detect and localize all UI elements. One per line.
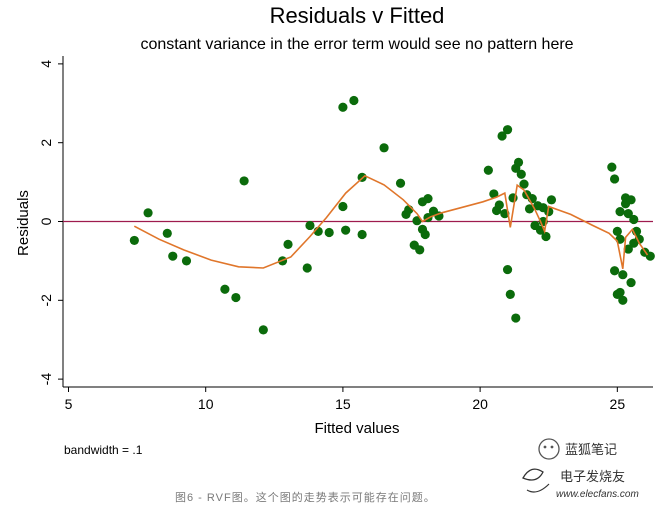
- data-point: [423, 194, 433, 204]
- x-tick-label: 25: [610, 396, 626, 412]
- data-point: [239, 176, 249, 186]
- y-axis-label: Residuals: [15, 190, 32, 256]
- data-point: [415, 245, 425, 255]
- data-point: [143, 208, 153, 218]
- data-point: [524, 204, 535, 214]
- data-point: [220, 284, 230, 294]
- data-point: [618, 270, 628, 280]
- data-point: [618, 295, 628, 305]
- axes: [58, 56, 653, 392]
- data-point: [349, 95, 359, 106]
- chart-subtitle: constant variance in the error term woul…: [140, 36, 573, 53]
- data-point: [483, 165, 493, 175]
- elecfans-logo-icon: [522, 468, 550, 493]
- watermark-url: www.elecfans.com: [556, 489, 639, 500]
- data-point: [283, 239, 293, 249]
- scatter-points: [129, 95, 655, 335]
- data-point: [541, 231, 551, 242]
- data-point: [629, 238, 639, 248]
- data-point: [338, 201, 348, 212]
- lowess-smooth-line: [133, 174, 649, 269]
- data-point: [645, 251, 655, 261]
- data-point: [519, 179, 529, 189]
- data-point: [513, 157, 524, 167]
- data-point: [420, 229, 430, 240]
- data-point: [412, 216, 422, 226]
- figure-caption: 图6 - RVF图。这个图的走势表示可能存在问题。: [175, 490, 436, 504]
- data-point: [181, 256, 192, 266]
- x-tick-label: 5: [65, 396, 73, 412]
- data-point: [231, 292, 241, 303]
- data-point: [623, 209, 633, 219]
- watermark: 蓝狐笔记 电子发烧友 www.elecfans.com: [522, 438, 639, 500]
- data-point: [497, 131, 507, 141]
- data-point: [489, 189, 499, 199]
- data-point: [607, 162, 617, 172]
- data-point: [258, 325, 268, 335]
- x-tick-label: 15: [335, 396, 351, 412]
- data-point: [305, 220, 315, 231]
- watermark-bottom-text: 电子发烧友: [560, 469, 625, 484]
- data-point: [546, 195, 557, 205]
- data-point: [609, 266, 620, 276]
- data-point: [538, 203, 548, 213]
- data-point: [129, 235, 139, 246]
- data-point: [629, 214, 639, 225]
- watermark-top-text: 蓝狐笔记: [565, 442, 617, 457]
- data-point: [511, 313, 521, 323]
- data-point: [302, 263, 312, 273]
- data-point: [379, 143, 389, 153]
- data-point: [505, 289, 515, 299]
- data-point: [162, 228, 172, 238]
- data-point: [626, 195, 636, 205]
- x-axis-label: Fitted values: [314, 420, 399, 437]
- data-point: [626, 277, 636, 288]
- data-point: [615, 287, 625, 298]
- data-point: [338, 102, 348, 112]
- data-point: [341, 225, 351, 235]
- y-tick-label: 0: [38, 217, 54, 225]
- data-point: [612, 226, 622, 236]
- y-tick-label: -4: [38, 373, 54, 386]
- bandwidth-note: bandwidth = .1: [64, 443, 143, 457]
- data-point: [168, 251, 178, 261]
- y-tick-label: 4: [38, 60, 54, 68]
- data-point: [494, 200, 504, 210]
- data-point: [395, 178, 406, 188]
- data-point: [516, 169, 526, 179]
- x-tick-label: 10: [198, 396, 214, 412]
- data-point: [357, 229, 367, 240]
- data-point: [623, 244, 633, 254]
- data-point: [502, 125, 513, 135]
- data-point: [324, 227, 334, 238]
- wechat-icon: [538, 438, 560, 460]
- data-point: [502, 264, 513, 275]
- chart-title: Residuals v Fitted: [270, 3, 445, 28]
- tick-labels: 5 10 15 20 25 -4 -2 0 2 4: [38, 60, 625, 412]
- y-tick-label: 2: [38, 139, 54, 147]
- data-point: [615, 207, 625, 217]
- data-point: [609, 174, 620, 184]
- y-tick-label: -2: [38, 294, 54, 307]
- smooth-curve: [133, 174, 649, 269]
- x-tick-label: 20: [472, 396, 488, 412]
